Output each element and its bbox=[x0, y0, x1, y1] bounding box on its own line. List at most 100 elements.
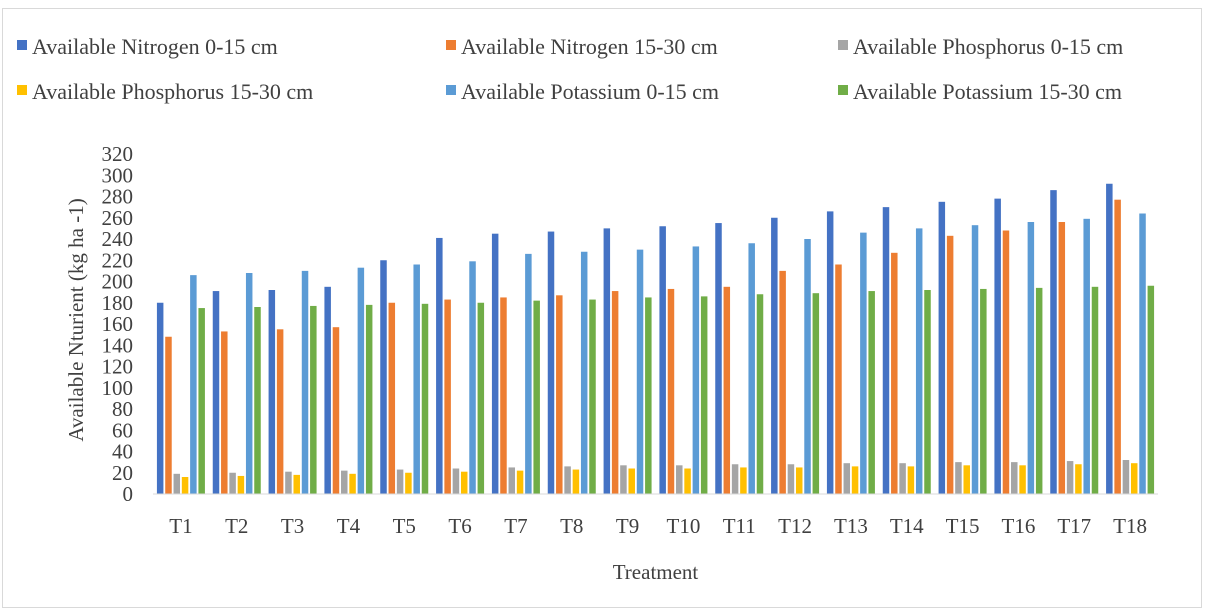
bar bbox=[310, 305, 317, 494]
x-tick-label: T5 bbox=[393, 514, 416, 538]
y-tick-label: 180 bbox=[102, 291, 134, 315]
bar bbox=[723, 286, 731, 494]
bar bbox=[500, 297, 507, 494]
bar bbox=[1058, 222, 1066, 494]
bar bbox=[812, 293, 820, 494]
y-tick-label: 60 bbox=[112, 418, 133, 442]
y-tick-label: 0 bbox=[123, 482, 134, 506]
legend-swatch bbox=[446, 40, 456, 50]
bar bbox=[740, 467, 747, 494]
bar bbox=[254, 307, 261, 494]
x-tick-label: T2 bbox=[225, 514, 248, 538]
bar bbox=[804, 239, 811, 494]
bar bbox=[620, 465, 627, 494]
y-tick-label: 80 bbox=[112, 397, 133, 421]
bar bbox=[190, 275, 197, 495]
bar bbox=[1011, 462, 1018, 495]
x-tick-label: T13 bbox=[834, 514, 868, 538]
bar bbox=[1075, 464, 1082, 494]
bar bbox=[756, 294, 764, 494]
bar bbox=[636, 249, 644, 495]
bar bbox=[795, 467, 803, 494]
bar bbox=[907, 466, 915, 495]
bar bbox=[1002, 230, 1010, 494]
bar bbox=[396, 469, 404, 494]
bar bbox=[1139, 213, 1146, 494]
x-tick-label: T16 bbox=[1002, 514, 1036, 538]
x-tick-label: T10 bbox=[667, 514, 701, 538]
bar bbox=[1019, 465, 1026, 494]
bar bbox=[603, 228, 611, 495]
bar bbox=[891, 252, 898, 494]
legend-item: Available Phosphorus 0-15 cm bbox=[838, 34, 1123, 59]
bar bbox=[533, 300, 540, 495]
bar bbox=[293, 474, 300, 495]
bar bbox=[341, 470, 348, 495]
x-tick-label: T14 bbox=[890, 514, 924, 538]
bar bbox=[285, 471, 292, 494]
y-tick-label: 320 bbox=[102, 142, 134, 166]
x-tick-label: T4 bbox=[337, 514, 361, 538]
legend-item: Available Potassium 15-30 cm bbox=[838, 79, 1122, 104]
y-tick-label: 220 bbox=[102, 248, 134, 272]
legend-swatch bbox=[17, 40, 27, 50]
bar bbox=[971, 225, 979, 494]
bar bbox=[1066, 461, 1074, 494]
bar bbox=[572, 469, 580, 494]
legend-label: Available Nitrogen 15-30 cm bbox=[461, 34, 718, 59]
bar bbox=[899, 463, 906, 494]
bar bbox=[787, 464, 795, 494]
legend-swatch bbox=[446, 85, 456, 95]
bar bbox=[946, 235, 954, 494]
bar bbox=[731, 464, 739, 494]
bar bbox=[1083, 218, 1090, 494]
bar bbox=[1114, 199, 1121, 494]
bar bbox=[491, 233, 499, 494]
bar bbox=[212, 291, 220, 494]
bar bbox=[469, 261, 476, 494]
y-tick-label: 100 bbox=[102, 376, 134, 400]
bar bbox=[748, 243, 755, 494]
bar bbox=[980, 288, 987, 494]
bar bbox=[611, 291, 619, 494]
x-tick-label: T9 bbox=[616, 514, 639, 538]
legend-label: Available Nitrogen 0-15 cm bbox=[32, 34, 278, 59]
legend-item: Available Potassium 0-15 cm bbox=[446, 79, 719, 104]
x-tick-label: T8 bbox=[560, 514, 583, 538]
x-tick-label: T3 bbox=[281, 514, 304, 538]
bar bbox=[349, 473, 356, 494]
bar bbox=[556, 295, 563, 494]
y-axis: 0204060801001201401601802002202402602803… bbox=[102, 142, 134, 506]
x-axis: T1 T2 T3 T4 T5 T6 T7 T8 T9 T10 T11 T12 T13 T14 T15 T16 T… bbox=[153, 493, 1158, 538]
y-tick-label: 260 bbox=[102, 206, 134, 230]
bar bbox=[1027, 222, 1035, 494]
bar bbox=[276, 329, 284, 494]
bar bbox=[477, 302, 485, 494]
bar bbox=[508, 467, 516, 494]
bar bbox=[868, 291, 875, 494]
bar bbox=[1091, 286, 1099, 494]
bar bbox=[628, 468, 635, 494]
bar bbox=[580, 251, 588, 494]
x-tick-label: T7 bbox=[504, 514, 527, 538]
bars bbox=[156, 183, 1155, 495]
legend-label: Available Potassium 0-15 cm bbox=[461, 79, 719, 104]
y-axis-title: Available Nturient (kg ha -1) bbox=[64, 198, 88, 441]
bar bbox=[165, 336, 172, 494]
bar bbox=[173, 473, 181, 494]
bar bbox=[860, 232, 867, 495]
y-tick-label: 300 bbox=[102, 163, 134, 187]
bar bbox=[332, 327, 340, 494]
bar bbox=[882, 207, 890, 495]
bar bbox=[380, 260, 387, 494]
bar bbox=[198, 308, 205, 494]
y-tick-label: 240 bbox=[102, 227, 134, 251]
bar bbox=[779, 270, 786, 495]
bar bbox=[268, 290, 276, 494]
bar bbox=[413, 264, 420, 494]
bar bbox=[181, 477, 189, 494]
bar bbox=[221, 331, 228, 494]
bar bbox=[547, 231, 555, 494]
bar bbox=[444, 299, 451, 494]
bar bbox=[452, 468, 460, 494]
